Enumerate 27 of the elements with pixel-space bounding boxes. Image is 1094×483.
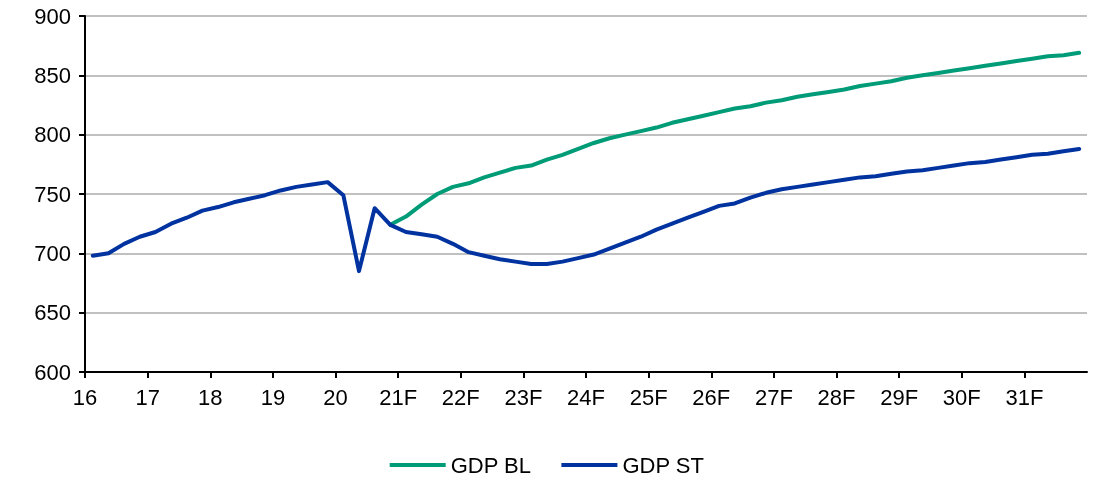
y-tick-label: 850 [34,62,71,88]
x-tick-label: 23F [504,384,543,410]
y-tick-label: 900 [34,3,71,29]
x-tick-label: 26F [692,384,731,410]
x-tick-label: 25F [629,384,668,410]
y-tick-label: 700 [34,240,71,266]
x-tick-label: 17 [135,384,160,410]
line-series [90,146,1082,274]
y-tick-label: 600 [34,359,71,385]
x-tick-label: 27F [754,384,793,410]
y-tick-label: 650 [34,300,71,326]
x-tick-label: 31F [1005,384,1044,410]
x-tick-label: 30F [942,384,981,410]
line-series [388,50,1082,227]
legend-label: GDP BL [450,452,532,478]
x-tick-label: 20 [323,384,348,410]
x-tick-label: 24F [567,384,605,410]
x-tick-label: 16 [72,384,98,410]
x-tick-label: 22F [441,384,480,410]
x-tick-label: 21F [379,384,418,410]
x-tick-label: 18 [198,384,223,410]
x-tick-label: 28F [817,384,856,410]
y-tick-label: 750 [34,181,71,207]
x-tick-label: 29F [880,384,919,410]
x-tick-label: 19 [260,384,286,410]
legend-label: GDP ST [622,452,704,478]
y-tick-label: 800 [34,122,71,148]
